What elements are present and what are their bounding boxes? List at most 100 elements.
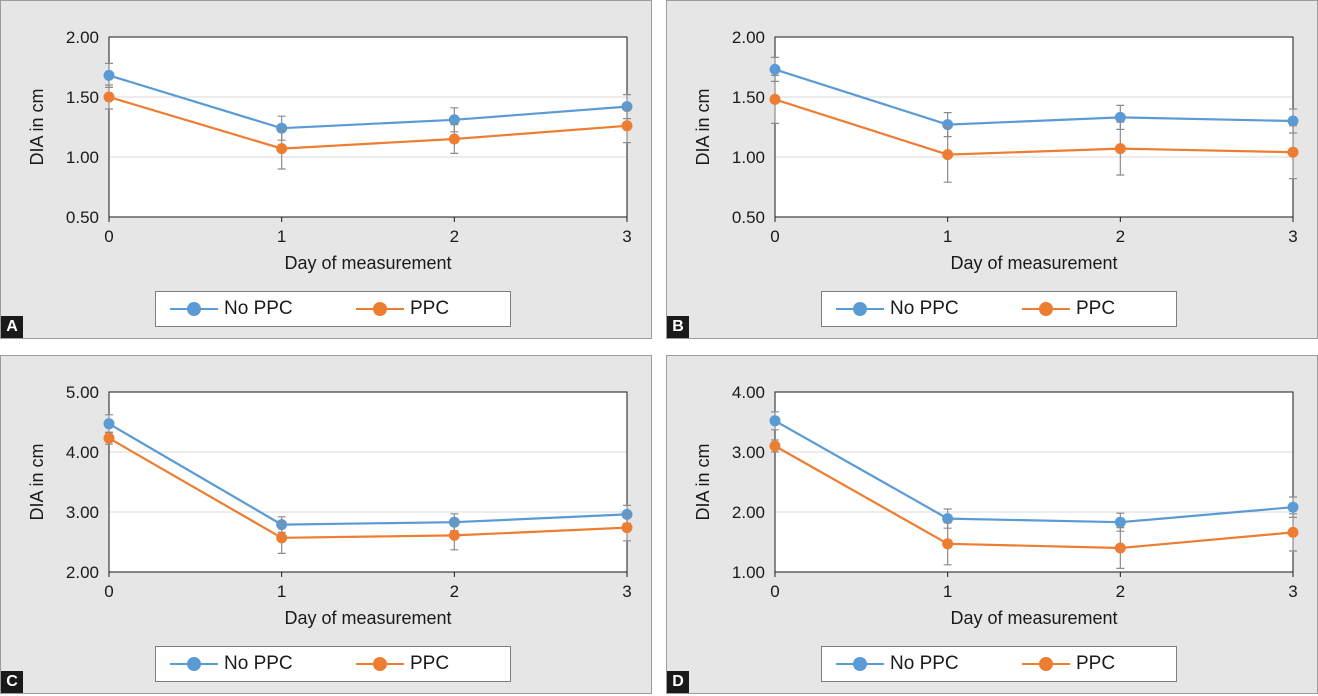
series-line-no-ppc <box>774 419 1294 524</box>
legend-marker-no-ppc <box>170 647 218 681</box>
legend-item-ppc: PPC <box>1022 292 1115 326</box>
legend-marker-no-ppc <box>836 292 884 326</box>
x-axis-label: Day of measurement <box>950 608 1117 628</box>
x-axis-label: Day of measurement <box>284 608 451 628</box>
data-point-no-ppc <box>448 114 460 126</box>
plot-frame <box>108 391 628 573</box>
legend: No PPC PPC <box>155 646 511 682</box>
y-tick-label: 3.00 <box>66 503 99 522</box>
y-tick-label: 1.00 <box>732 563 765 582</box>
legend-item-no-ppc: No PPC <box>170 292 293 326</box>
legend-item-no-ppc: No PPC <box>836 292 959 326</box>
x-tick-label: 1 <box>277 227 286 246</box>
legend-label: PPC <box>410 298 450 319</box>
legend-marker-ppc <box>1022 647 1070 681</box>
plot-area <box>775 37 1293 217</box>
x-tick-label: 0 <box>770 582 779 601</box>
legend-marker-no-ppc <box>170 292 218 326</box>
y-tick-label: 3.00 <box>732 443 765 462</box>
plot-area <box>109 37 627 217</box>
y-tick-label: 4.00 <box>66 443 99 462</box>
panel-b: 0.50 1.00 1.50 2.00 0 1 2 3 Day of measurement DI… <box>666 0 1318 339</box>
y-axis-label: DIA in cm <box>693 443 713 520</box>
panel-c: 2.00 3.00 4.00 5.00 0 1 2 3 Day of measurement DI… <box>0 355 652 694</box>
series-line-ppc <box>774 98 1294 156</box>
legend-item-ppc: PPC <box>1022 647 1115 681</box>
x-tick-label: 0 <box>104 582 113 601</box>
data-point-no-ppc <box>769 415 781 427</box>
data-point-ppc <box>276 532 288 544</box>
data-point-ppc <box>621 522 633 534</box>
x-axis-label: Day of measurement <box>950 253 1117 273</box>
y-tick-label: 4.00 <box>732 383 765 402</box>
y-tick-label: 2.00 <box>732 503 765 522</box>
legend-item-no-ppc: No PPC <box>836 647 959 681</box>
y-tick-label: 1.50 <box>66 88 99 107</box>
data-point-ppc <box>769 93 781 105</box>
data-point-ppc <box>1114 143 1126 155</box>
legend-label: PPC <box>1076 653 1116 674</box>
legend-marker-ppc <box>356 292 404 326</box>
series-line-ppc <box>774 445 1294 550</box>
legend: No PPC PPC <box>155 291 511 327</box>
series-line-ppc <box>108 437 628 539</box>
data-point-ppc <box>942 538 954 550</box>
y-tick-label: 0.50 <box>732 208 765 227</box>
data-point-no-ppc <box>1114 111 1126 123</box>
data-point-no-ppc <box>103 69 115 81</box>
legend-marker-ppc <box>356 647 404 681</box>
y-tick-label: 2.00 <box>732 28 765 47</box>
x-tick-label: 1 <box>943 582 952 601</box>
chart-b: 0.50 1.00 1.50 2.00 0 1 2 3 Day of measurement DI… <box>693 28 1299 273</box>
chart-c: 2.00 3.00 4.00 5.00 0 1 2 3 Day of measurement DI… <box>27 383 633 628</box>
legend-item-no-ppc: No PPC <box>170 647 293 681</box>
x-tick-label: 0 <box>104 227 113 246</box>
x-tick-label: 3 <box>1288 227 1297 246</box>
series-line-no-ppc <box>108 74 628 130</box>
chart-a: 0.50 1.00 1.50 2.00 0 1 2 3 Day of measurement DI… <box>27 28 633 273</box>
data-point-no-ppc <box>103 418 115 430</box>
x-tick-label: 2 <box>450 582 459 601</box>
plot-area <box>109 392 627 572</box>
series-line-no-ppc <box>774 68 1294 126</box>
data-point-ppc <box>448 133 460 145</box>
legend-item-ppc: PPC <box>356 292 449 326</box>
x-axis-label: Day of measurement <box>284 253 451 273</box>
data-point-ppc <box>103 432 115 444</box>
legend-marker-ppc <box>1022 292 1070 326</box>
series-line-ppc <box>108 95 628 150</box>
data-point-no-ppc <box>1114 516 1126 528</box>
x-tick-label: 0 <box>770 227 779 246</box>
data-point-no-ppc <box>942 513 954 525</box>
x-tick-label: 3 <box>622 227 631 246</box>
panel-letter: C <box>1 671 23 693</box>
chart-d: 1.00 2.00 3.00 4.00 0 1 2 3 Day of measurement DI… <box>693 383 1299 628</box>
y-tick-label: 2.00 <box>66 28 99 47</box>
data-point-ppc <box>942 149 954 161</box>
series-line-no-ppc <box>108 422 628 526</box>
x-tick-label: 2 <box>1116 582 1125 601</box>
legend-marker-no-ppc <box>836 647 884 681</box>
data-point-no-ppc <box>1287 115 1299 127</box>
panel-a: 0.50 1.00 1.50 2.00 0 1 2 3 Day of measurement DI… <box>0 0 652 339</box>
y-axis-label: DIA in cm <box>27 88 47 165</box>
data-point-ppc <box>276 143 288 155</box>
x-tick-label: 2 <box>450 227 459 246</box>
data-point-ppc <box>621 120 633 132</box>
data-point-ppc <box>103 91 115 103</box>
x-tick-label: 3 <box>622 582 631 601</box>
legend-label: No PPC <box>224 653 293 674</box>
panel-letter: B <box>667 316 689 338</box>
data-point-ppc <box>1287 146 1299 158</box>
data-point-no-ppc <box>769 63 781 75</box>
y-tick-label: 1.50 <box>732 88 765 107</box>
plot-frame <box>774 391 1294 573</box>
x-tick-label: 1 <box>277 582 286 601</box>
data-point-no-ppc <box>1287 501 1299 513</box>
data-point-ppc <box>1114 542 1126 554</box>
legend: No PPC PPC <box>821 291 1177 327</box>
y-tick-label: 2.00 <box>66 563 99 582</box>
y-axis-label: DIA in cm <box>693 88 713 165</box>
y-tick-label: 1.00 <box>66 148 99 167</box>
plot-area <box>775 392 1293 572</box>
